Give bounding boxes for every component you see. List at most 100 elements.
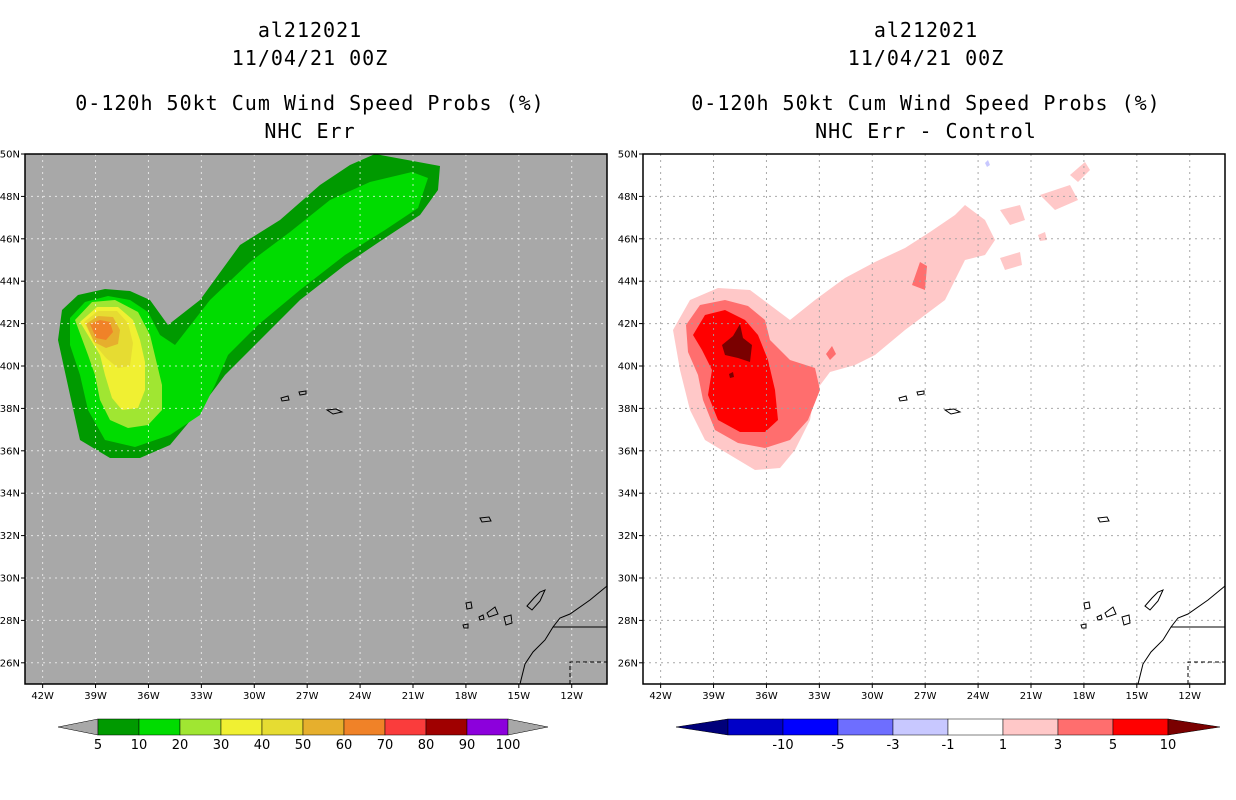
left-x-tick-label: 27W xyxy=(296,691,319,702)
right-y-tick-label: 50N xyxy=(618,150,638,161)
left-title-date: 11/04/21 00Z xyxy=(231,46,389,70)
right-colorbar-label: 10 xyxy=(1160,738,1177,753)
right-colorbar-label: 1 xyxy=(999,738,1007,753)
left-azores-island xyxy=(280,395,290,402)
right-map-panel: 42W 39W 36W 33W 30W 27W 24W 21W 18W 15W 12W 26N 28N 3… xyxy=(618,150,1226,702)
left-map-panel: 42W 39W 36W 33W 30W 27W 24W 21W 18W 15W 12W 26N 28N 3… xyxy=(0,150,608,703)
right-y-tick-label: 44N xyxy=(618,277,638,288)
right-patch-pos1 xyxy=(1000,205,1025,225)
right-patch-pos1 xyxy=(1070,162,1090,182)
right-y-tick-label: 36N xyxy=(618,446,638,457)
left-x-tick-label: 39W xyxy=(84,691,107,702)
right-diff-contours xyxy=(673,160,1090,470)
left-y-tick-label: 42N xyxy=(0,319,20,330)
right-title-storm: al212021 xyxy=(873,18,979,42)
right-x-tick-label: 30W xyxy=(861,691,884,702)
left-map-frame xyxy=(24,153,608,685)
left-canary-island xyxy=(465,601,473,610)
right-title-date: 11/04/21 00Z xyxy=(847,46,1005,70)
right-colorbar-label: 3 xyxy=(1054,738,1062,753)
left-colorbar-cell xyxy=(302,718,345,736)
left-y-tick-label: 26N xyxy=(0,658,20,669)
right-border xyxy=(1187,661,1225,684)
right-colorbar-cell xyxy=(1057,718,1114,736)
right-canary-island xyxy=(1144,589,1164,611)
right-contour-pos5 xyxy=(693,310,778,432)
right-azores-island xyxy=(943,408,962,415)
right-canary-island xyxy=(1104,606,1117,618)
left-canary-island xyxy=(462,623,469,629)
right-patch-pos3 xyxy=(912,262,927,290)
left-colorbar-cell xyxy=(425,718,468,736)
left-madeira-island xyxy=(479,516,492,523)
right-x-tick-label: 27W xyxy=(914,691,937,702)
left-azores-island xyxy=(298,390,307,396)
right-patch-pos3 xyxy=(826,346,836,360)
left-colorbar-label: 20 xyxy=(172,738,189,753)
right-patch-neg1 xyxy=(985,160,990,167)
left-x-tick-label: 33W xyxy=(190,691,213,702)
right-x-tick-label: 18W xyxy=(1073,691,1096,702)
left-prob-contours xyxy=(58,154,440,458)
right-colorbar-label: -5 xyxy=(832,738,845,753)
right-y-tick-label: 26N xyxy=(618,658,638,669)
right-azores-island xyxy=(916,390,925,396)
right-x-tick-label: 42W xyxy=(649,691,672,702)
right-y-tick-label: 42N xyxy=(618,319,638,330)
left-title-storm: al212021 xyxy=(257,18,363,42)
right-colorbar-label: -10 xyxy=(772,738,793,753)
right-colorbar-cell xyxy=(892,718,949,736)
left-x-tick-label: 21W xyxy=(402,691,425,702)
left-colorbar-label: 80 xyxy=(418,738,435,753)
right-patch-pos1 xyxy=(1000,252,1022,270)
right-y-tick-label: 30N xyxy=(618,574,638,585)
left-azores-island xyxy=(325,408,344,415)
left-y-tick-label: 40N xyxy=(0,362,20,373)
left-colorbar-label: 100 xyxy=(496,738,521,753)
right-contour-pos10 xyxy=(722,324,752,362)
left-title-product: 0-120h 50kt Cum Wind Speed Probs (%) xyxy=(75,91,545,115)
left-y-tick-label: 36N xyxy=(0,446,20,457)
right-y-tick-label: 38N xyxy=(618,404,638,415)
right-x-tick-label: 15W xyxy=(1126,691,1149,702)
left-colorbar-label: 10 xyxy=(131,738,148,753)
left-colorbar-cell xyxy=(179,718,222,736)
right-title-product: 0-120h 50kt Cum Wind Speed Probs (%) xyxy=(691,91,1161,115)
right-colorbar-cell xyxy=(1112,718,1169,736)
left-colorbar-label: 70 xyxy=(377,738,394,753)
right-x-tick-label: 33W xyxy=(808,691,831,702)
left-colorbar-label: 5 xyxy=(94,738,102,753)
right-patch-pos1 xyxy=(1040,185,1078,210)
right-colorbar-label: -1 xyxy=(942,738,955,753)
right-canary-island xyxy=(1080,623,1087,629)
left-colorbar-cell xyxy=(138,718,181,736)
right-canary-island xyxy=(1121,614,1131,626)
left-colorbar-label: 40 xyxy=(254,738,271,753)
right-colorbar-low-arrow xyxy=(675,718,729,736)
right-canary-island xyxy=(1083,601,1091,610)
left-x-tick-label: 42W xyxy=(31,691,54,702)
right-colorbar-cell xyxy=(727,718,784,736)
left-grid xyxy=(25,154,607,684)
left-colorbar-high-arrow xyxy=(507,718,549,736)
left-axis-ticks: 42W 39W 36W 33W 30W 27W 24W 21W 18W 15W 12W 26N 28N 3… xyxy=(0,150,583,703)
right-colorbar-high-arrow xyxy=(1167,718,1221,736)
left-colorbar: 5 10 20 30 40 50 60 70 80 90 100 xyxy=(57,718,549,753)
right-azores-island xyxy=(898,395,908,402)
left-colorbar-low-arrow xyxy=(57,718,99,736)
left-colorbar-cell xyxy=(384,718,427,736)
right-x-tick-label: 21W xyxy=(1020,691,1043,702)
left-x-tick-label: 15W xyxy=(508,691,531,702)
right-coastlines xyxy=(898,390,1226,685)
left-y-tick-label: 50N xyxy=(0,150,20,161)
right-x-tick-label: 24W xyxy=(967,691,990,702)
right-map-frame xyxy=(642,153,1226,685)
left-colorbar-label: 90 xyxy=(459,738,476,753)
right-grid xyxy=(643,154,1225,684)
right-colorbar: -10 -5 -3 -1 1 3 5 10 xyxy=(675,718,1221,753)
left-colorbar-cell xyxy=(261,718,304,736)
left-canary-island xyxy=(503,614,513,626)
right-colorbar-label: -3 xyxy=(887,738,900,753)
left-y-tick-label: 28N xyxy=(0,616,20,627)
